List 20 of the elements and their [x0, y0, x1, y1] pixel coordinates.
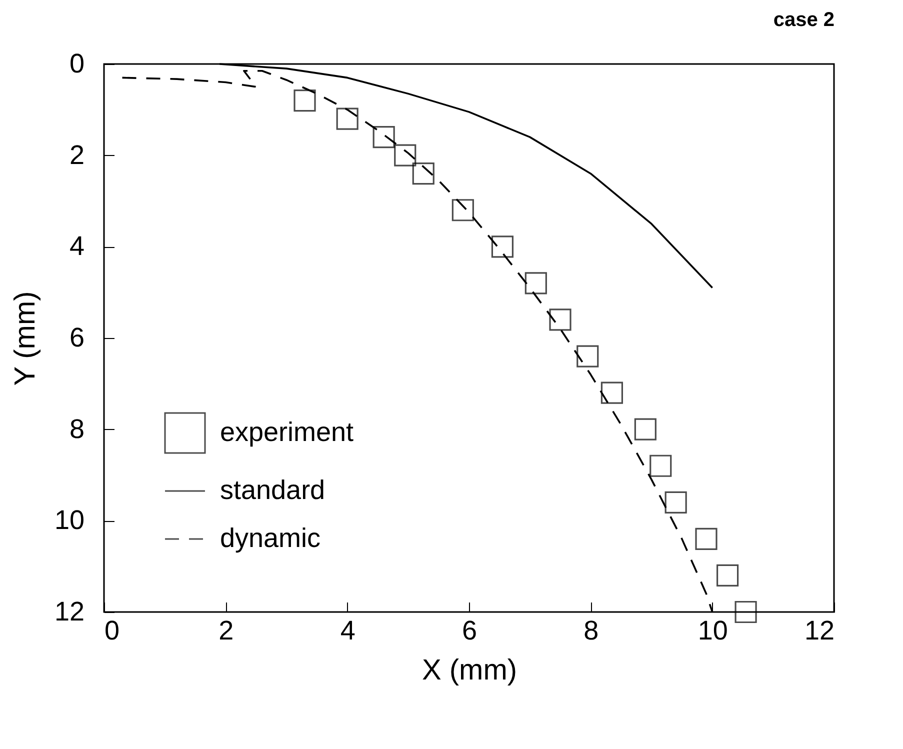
x-axis-title: X (mm): [422, 654, 518, 686]
legend-label: dynamic: [220, 523, 321, 553]
y-tick-label: 6: [69, 322, 84, 352]
chart-title: case 2: [773, 9, 834, 31]
x-tick-label: 8: [584, 616, 599, 646]
x-tick-label: 4: [340, 616, 356, 646]
x-tick-label: 12: [804, 616, 834, 646]
x-tick-label: 10: [698, 616, 728, 646]
x-tick-label: 2: [218, 616, 234, 646]
y-tick-label: 12: [54, 596, 84, 626]
x-tick-label: 0: [104, 616, 120, 646]
y-tick-label: 2: [69, 140, 84, 170]
legend-label: experiment: [220, 417, 354, 447]
y-tick-label: 4: [69, 231, 84, 262]
y-tick-label: 8: [69, 414, 84, 444]
y-tick-label: 0: [69, 48, 84, 78]
legend-label: standard: [220, 475, 326, 505]
y-axis-title: Y (mm): [9, 291, 42, 386]
x-tick-label: 6: [462, 616, 478, 646]
y-tick-label: 10: [54, 505, 84, 536]
